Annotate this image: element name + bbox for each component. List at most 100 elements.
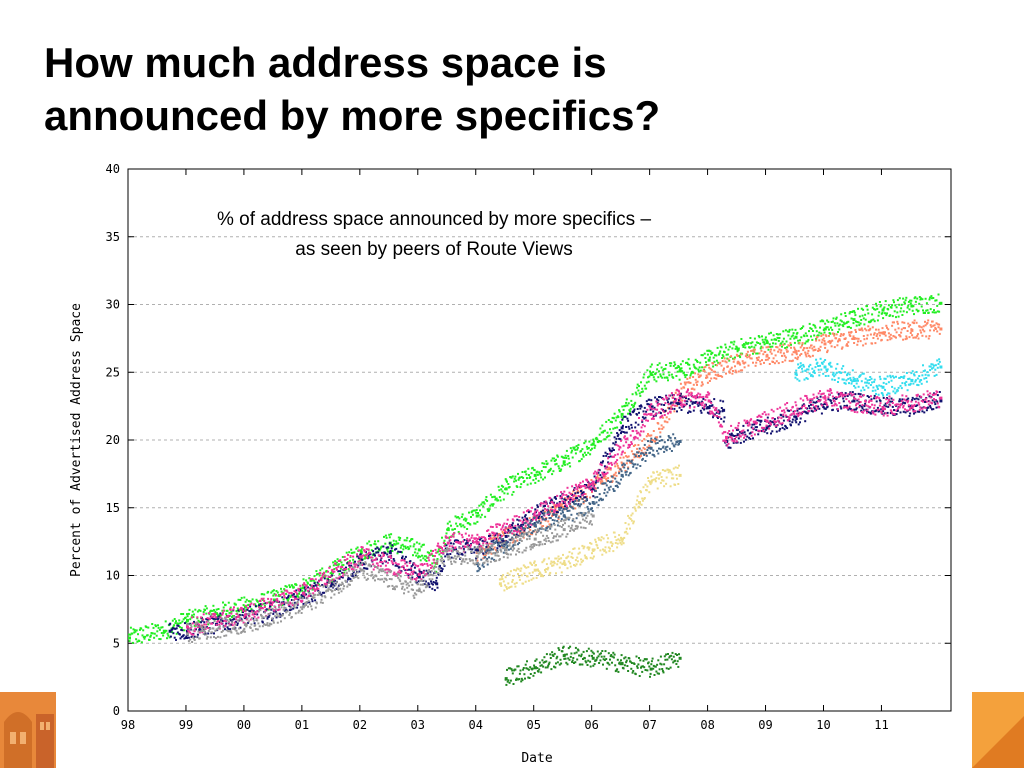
data-point bbox=[692, 372, 694, 374]
data-point bbox=[882, 317, 884, 319]
data-point bbox=[631, 427, 633, 429]
data-point bbox=[654, 674, 656, 676]
data-point bbox=[237, 622, 239, 624]
data-point bbox=[399, 566, 401, 568]
data-point bbox=[509, 682, 511, 684]
data-point bbox=[635, 673, 637, 675]
data-point bbox=[701, 412, 703, 414]
data-point bbox=[924, 312, 926, 314]
data-point bbox=[563, 494, 565, 496]
data-point bbox=[245, 605, 247, 607]
data-point bbox=[598, 440, 600, 442]
data-point bbox=[624, 452, 626, 454]
data-point bbox=[829, 333, 831, 335]
data-point bbox=[697, 369, 699, 371]
data-point bbox=[433, 562, 435, 564]
data-point bbox=[618, 449, 620, 451]
data-point bbox=[192, 634, 194, 636]
data-point bbox=[616, 444, 618, 446]
data-point bbox=[551, 473, 553, 475]
data-point bbox=[437, 543, 439, 545]
data-point bbox=[891, 412, 893, 414]
data-point bbox=[131, 633, 133, 635]
data-point bbox=[681, 367, 683, 369]
data-point bbox=[386, 537, 388, 539]
data-point bbox=[558, 505, 560, 507]
data-point bbox=[811, 347, 813, 349]
data-point bbox=[711, 369, 713, 371]
data-point bbox=[399, 570, 401, 572]
data-point bbox=[892, 315, 894, 317]
data-point bbox=[888, 332, 890, 334]
data-point bbox=[627, 413, 629, 415]
data-point bbox=[808, 410, 810, 412]
data-point bbox=[348, 551, 350, 553]
data-point bbox=[693, 410, 695, 412]
data-point bbox=[447, 542, 450, 545]
data-point bbox=[559, 567, 561, 569]
data-point bbox=[581, 485, 583, 487]
data-point bbox=[789, 329, 791, 331]
data-point bbox=[388, 559, 390, 561]
data-point bbox=[664, 402, 666, 404]
data-point bbox=[449, 553, 451, 555]
data-point bbox=[371, 557, 373, 559]
data-point bbox=[888, 399, 890, 401]
data-point bbox=[912, 397, 914, 399]
data-point bbox=[427, 565, 429, 567]
data-point bbox=[759, 360, 761, 362]
data-point bbox=[377, 551, 379, 553]
data-point bbox=[186, 626, 189, 629]
data-point bbox=[600, 539, 602, 541]
data-point bbox=[512, 672, 514, 674]
data-point bbox=[690, 399, 692, 401]
data-point bbox=[558, 556, 560, 558]
data-point bbox=[832, 321, 834, 323]
data-point bbox=[749, 337, 751, 339]
data-point bbox=[918, 310, 920, 312]
data-point bbox=[752, 437, 754, 439]
data-point bbox=[503, 534, 505, 536]
data-point bbox=[315, 570, 317, 572]
data-point bbox=[923, 330, 925, 332]
data-point bbox=[706, 394, 708, 396]
data-point bbox=[362, 547, 364, 549]
data-point bbox=[560, 659, 562, 661]
data-point bbox=[534, 469, 536, 471]
data-point bbox=[579, 496, 581, 498]
data-point bbox=[505, 677, 508, 680]
data-point bbox=[603, 455, 605, 457]
data-point bbox=[925, 298, 927, 300]
data-point bbox=[901, 304, 903, 306]
data-point bbox=[244, 613, 247, 616]
data-point bbox=[218, 608, 220, 610]
data-point bbox=[779, 407, 781, 409]
data-point bbox=[771, 346, 773, 348]
data-point bbox=[854, 398, 856, 400]
data-point bbox=[596, 659, 598, 661]
data-point bbox=[882, 309, 885, 312]
data-point bbox=[515, 569, 517, 571]
data-point bbox=[894, 304, 896, 306]
data-point bbox=[552, 502, 554, 504]
data-point bbox=[885, 405, 887, 407]
data-point bbox=[514, 478, 516, 480]
data-point bbox=[931, 402, 933, 404]
data-point bbox=[159, 629, 161, 631]
data-point bbox=[786, 346, 788, 348]
data-point bbox=[268, 608, 270, 610]
data-point bbox=[824, 347, 826, 349]
data-point bbox=[731, 437, 733, 439]
data-point bbox=[876, 305, 878, 307]
data-point bbox=[761, 335, 763, 337]
data-point bbox=[555, 572, 557, 574]
data-point bbox=[770, 349, 772, 351]
data-point bbox=[435, 580, 437, 582]
data-point bbox=[909, 336, 911, 338]
data-point bbox=[623, 409, 625, 411]
data-point bbox=[298, 593, 300, 595]
data-point bbox=[592, 558, 594, 560]
data-point bbox=[614, 454, 616, 456]
data-point bbox=[595, 482, 597, 484]
data-point bbox=[500, 488, 502, 490]
